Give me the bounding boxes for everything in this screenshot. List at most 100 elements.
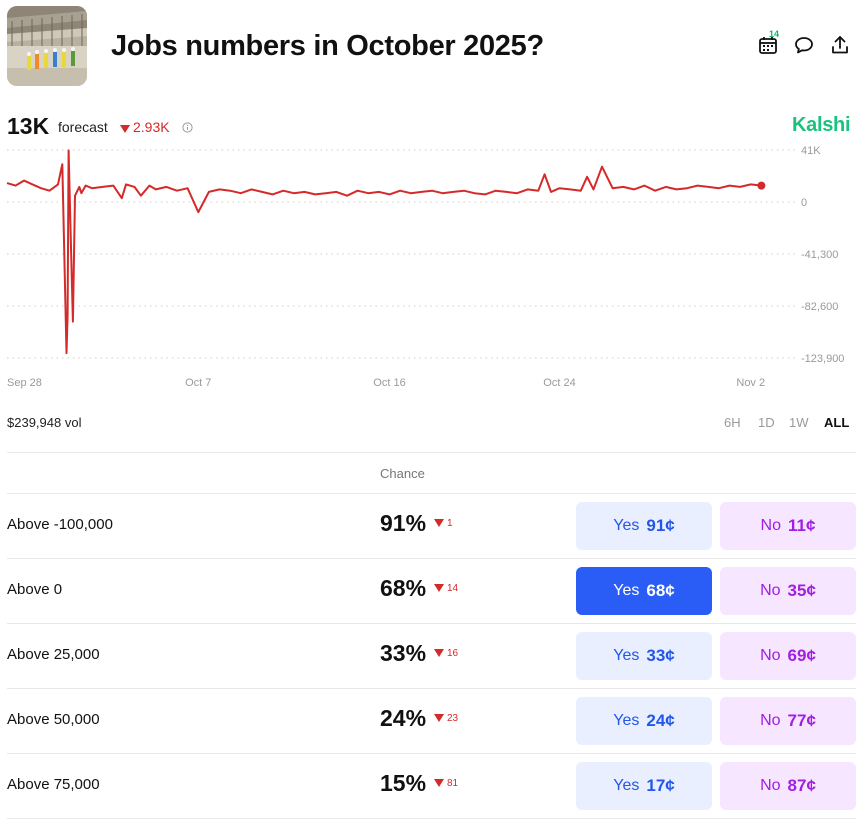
buy-yes-button[interactable]: Yes 68¢ [576,567,712,615]
no-price: 11¢ [788,516,816,535]
share-icon[interactable] [829,34,851,56]
chance-column-header: Chance [380,466,425,481]
yes-label: Yes [613,517,640,534]
buy-no-button[interactable]: No 87¢ [720,762,856,810]
divider [7,452,856,453]
divider [7,753,856,754]
forecast-chart[interactable]: 41K 0 -41,300 -82,600 -123,900 Sep 28 Oct 7 Oct… [0,140,865,395]
yes-price: 17¢ [646,776,675,795]
series-endpoint-dot [757,181,766,190]
calendar-icon[interactable] [757,34,779,56]
outcome-label: Above 50,000 [7,711,100,728]
no-price: 77¢ [787,711,816,730]
yes-price: 33¢ [646,646,675,665]
forecast-delta-value: 2.93K [133,119,170,135]
no-label: No [760,517,781,534]
yes-price: 24¢ [646,711,675,730]
divider [7,818,856,819]
divider [7,493,856,494]
chance-value: 33% [380,640,427,666]
chance-delta: 81 [434,778,458,789]
y-tick-label: -41,300 [801,249,838,261]
no-label: No [760,647,781,664]
yes-price: 68¢ [646,581,675,600]
forecast-label: forecast [58,119,108,135]
outcome-label: Above 75,000 [7,776,100,793]
divider [7,558,856,559]
chance-delta-value: 23 [447,713,459,724]
y-tick-label: 41K [801,145,821,157]
volume-label: $239,948 vol [7,415,82,430]
yes-label: Yes [613,647,640,664]
outcome-label: Above 0 [7,581,63,598]
down-triangle-icon [434,584,444,592]
range-6h-button[interactable]: 6H [724,415,741,430]
outcome-label: Above 25,000 [7,646,100,663]
down-triangle-icon [434,649,444,657]
x-tick-label: Oct 7 [185,377,211,389]
chance-delta: 16 [434,648,458,659]
buy-no-button[interactable]: No 11¢ [720,502,856,550]
forecast-series-line [6,149,762,355]
y-tick-label: -82,600 [801,301,838,313]
buy-yes-button[interactable]: Yes 91¢ [576,502,712,550]
calendar-count-badge: 14 [769,29,780,39]
chance-value: 68% [380,575,427,601]
chance-value: 15% [380,770,427,796]
chance-delta-value: 81 [447,778,459,789]
outcome-label: Above -100,000 [7,516,113,533]
no-price: 87¢ [787,776,816,795]
divider [7,623,856,624]
comment-icon[interactable] [793,34,815,56]
y-tick-label: 0 [801,197,807,209]
market-row: Above 50,000 24% 23 Yes 24¢ No 77¢ [7,688,856,753]
yes-label: Yes [613,582,640,599]
no-label: No [760,582,781,599]
range-all-button[interactable]: ALL [824,415,850,430]
market-row: Above 75,000 15% 81 Yes 17¢ No 87¢ [7,753,856,818]
range-1w-button[interactable]: 1W [789,415,809,430]
buy-yes-button[interactable]: Yes 24¢ [576,697,712,745]
down-triangle-icon [434,519,444,527]
no-label: No [760,712,781,729]
market-row: Above 25,000 33% 16 Yes 33¢ No 69¢ [7,623,856,688]
chance-delta-value: 14 [447,583,459,594]
range-1d-button[interactable]: 1D [758,415,775,430]
chance-value: 91% [380,510,427,536]
market-header: Jobs numbers in October 2025? 14 [7,6,857,86]
chance-delta: 1 [434,518,453,529]
buy-no-button[interactable]: No 69¢ [720,632,856,680]
buy-no-button[interactable]: No 35¢ [720,567,856,615]
buy-no-button[interactable]: No 77¢ [720,697,856,745]
chance-delta: 14 [434,583,458,594]
chance-delta-value: 1 [447,518,453,529]
no-price: 69¢ [787,646,816,665]
forecast-delta: 2.93K [120,119,170,135]
yes-price: 91¢ [646,516,675,535]
buy-yes-button[interactable]: Yes 17¢ [576,762,712,810]
buy-yes-button[interactable]: Yes 33¢ [576,632,712,680]
x-tick-label: Sep 28 [7,377,42,389]
yes-label: Yes [613,712,640,729]
y-tick-label: -123,900 [801,353,844,365]
chance-value: 24% [380,705,427,731]
market-row: Above 0 68% 14 Yes 68¢ No 35¢ [7,558,856,623]
kalshi-logo[interactable]: Kalshi [792,114,851,136]
chance-delta: 23 [434,713,458,724]
no-price: 35¢ [787,581,816,600]
down-triangle-icon [434,714,444,722]
forecast-value: 13K [7,113,50,139]
chance-delta-value: 16 [447,648,459,659]
page-title: Jobs numbers in October 2025? [111,30,544,62]
down-triangle-icon [434,779,444,787]
info-icon[interactable] [182,120,193,133]
market-row: Above -100,000 91% 1 Yes 91¢ No 11¢ [7,493,856,558]
x-tick-label: Oct 24 [543,377,575,389]
x-tick-label: Oct 16 [373,377,405,389]
market-thumbnail [7,6,87,86]
divider [7,688,856,689]
yes-label: Yes [613,777,640,794]
no-label: No [760,777,781,794]
down-triangle-icon [120,125,130,133]
x-tick-label: Nov 2 [736,377,765,389]
